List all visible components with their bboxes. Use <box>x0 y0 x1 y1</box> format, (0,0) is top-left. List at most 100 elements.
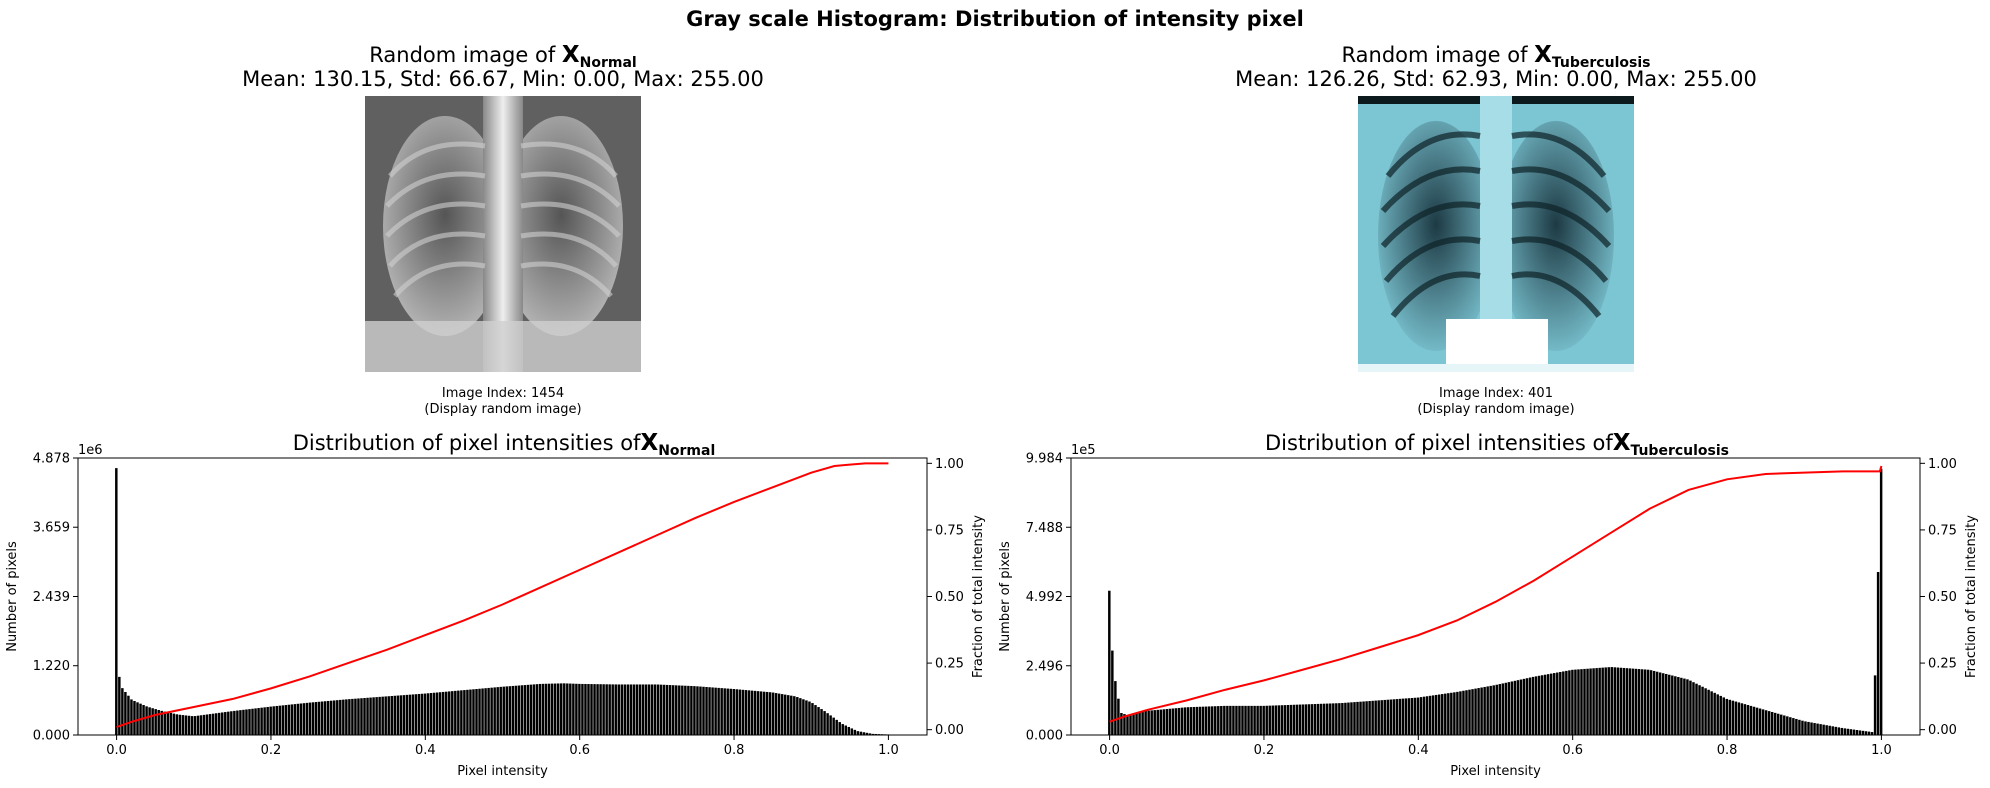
left-hist-bar <box>160 710 163 735</box>
right-hist-bar <box>1277 705 1281 735</box>
right-hist-bar <box>1395 699 1399 735</box>
left-hist-bar <box>154 709 157 735</box>
right-hist-bar <box>1150 710 1153 735</box>
right-hist-bar <box>1313 704 1317 735</box>
right-hist-bar <box>1531 676 1535 735</box>
right-hist-bar <box>1695 683 1698 735</box>
left-hist-bar <box>399 695 403 735</box>
left-hist-bar <box>799 698 802 735</box>
right-hist-bar <box>1734 701 1738 735</box>
left-hist-bar <box>656 684 660 735</box>
left-hist-bar <box>269 706 272 735</box>
left-hist-bar <box>384 696 387 735</box>
left-hist-bar <box>687 685 690 735</box>
left-hist-bar <box>808 701 811 735</box>
right-histogram-bars <box>1108 468 1883 735</box>
left-hist-bar <box>217 712 221 735</box>
right-hist-bar <box>1807 721 1810 735</box>
left-hist-bar <box>841 724 844 735</box>
left-hist-bar <box>115 468 118 735</box>
left-hist-bar <box>239 710 242 735</box>
left-hist-bar <box>560 683 563 735</box>
right-class-symbol: X <box>1534 42 1552 68</box>
left-hist-bar <box>823 711 826 735</box>
left-hist-bar <box>714 687 717 735</box>
right-hist-bar <box>1783 715 1786 735</box>
right-hist-bar <box>1580 669 1583 735</box>
left-hist-bar <box>529 684 533 735</box>
right-hist-bar <box>1658 672 1662 735</box>
right-hist-bar <box>1165 709 1169 735</box>
right-hist-bar <box>1226 705 1229 735</box>
right-hist-bar <box>1507 682 1511 735</box>
right-hist-bar <box>1141 711 1144 735</box>
right-hist-bar <box>1665 673 1668 735</box>
left-hist-bar <box>517 685 521 735</box>
right-hist-bar <box>1129 714 1132 735</box>
left-hist-bar <box>829 715 832 735</box>
left-hist-bar <box>472 689 475 735</box>
right-hist-bar <box>1740 703 1744 735</box>
right-hist-bar <box>1592 668 1595 735</box>
left-hist-bar <box>233 710 236 735</box>
left-hist-bar <box>578 683 581 735</box>
right-hist-bar <box>1210 706 1214 735</box>
left-hist-bar <box>451 691 454 735</box>
right-x-tick-label: 0.4 <box>1408 743 1429 758</box>
right-hist-bar <box>1428 695 1432 735</box>
right-xray-image <box>1358 96 1634 372</box>
left-xray-image <box>365 96 641 372</box>
left-image-note: (Display random image) <box>424 402 582 417</box>
left-hist-bar <box>169 712 173 735</box>
right-hist-bar <box>1301 704 1305 735</box>
right-hist-bar <box>1543 674 1547 735</box>
right-hist-bar <box>1559 671 1562 735</box>
left-hist-bar <box>850 728 854 735</box>
left-hist-bar <box>390 696 393 735</box>
right-hist-bar <box>1556 672 1559 735</box>
left-hist-bar <box>221 712 224 735</box>
right-hist-bar <box>1368 701 1371 735</box>
right-hist-bar <box>1483 686 1486 735</box>
left-hist-bar <box>193 716 197 735</box>
right-x-tick-label: 0.8 <box>1717 743 1738 758</box>
left-hist-bar <box>118 676 121 735</box>
right-hist-bar <box>1232 705 1235 735</box>
left-hist-bar <box>675 685 678 735</box>
left-hist-bar <box>650 684 654 735</box>
right-hist-bar <box>1147 710 1150 735</box>
left-hist-bar <box>251 708 254 735</box>
right-hist-bar <box>1220 706 1223 735</box>
left-hist-bar <box>632 684 636 735</box>
right-hist-bar <box>1256 705 1259 735</box>
left-y2-tick-label: 0.25 <box>935 657 964 672</box>
right-hist-bar <box>1304 704 1308 735</box>
right-cumulative-line <box>1109 465 1883 723</box>
right-y2-tick-label: 0.50 <box>1928 590 1957 605</box>
right-hist-bar <box>1549 673 1553 735</box>
right-hist-bar <box>1295 704 1299 735</box>
right-hist-bar <box>1447 693 1450 735</box>
left-hist-class-symbol: X <box>640 430 658 456</box>
right-hist-bar <box>1108 590 1111 735</box>
right-image-stats: Mean: 126.26, Std: 62.93, Min: 0.00, Max… <box>1235 67 1757 91</box>
right-hist-bar <box>1123 714 1126 735</box>
left-hist-bar <box>130 699 133 735</box>
left-hist-bar <box>372 697 375 735</box>
left-y2-tick-label: 0.75 <box>935 523 964 538</box>
left-hist-bar <box>487 687 490 735</box>
left-hist-bar <box>429 693 433 735</box>
left-hist-bar <box>408 694 412 735</box>
right-hist-bar <box>1183 707 1187 735</box>
right-hist-bar <box>1416 697 1420 735</box>
right-hist-bar <box>1516 680 1520 735</box>
left-hist-bar <box>296 703 300 735</box>
left-hist-bar <box>339 699 342 735</box>
left-hist-bar <box>308 702 312 735</box>
right-x-tick-label: 0.0 <box>1099 743 1120 758</box>
right-hist-bar <box>1534 676 1538 735</box>
right-hist-bar <box>1655 671 1659 735</box>
left-hist-bar <box>127 695 130 735</box>
left-hist-bar <box>520 685 524 735</box>
left-hist-bar <box>635 684 639 735</box>
